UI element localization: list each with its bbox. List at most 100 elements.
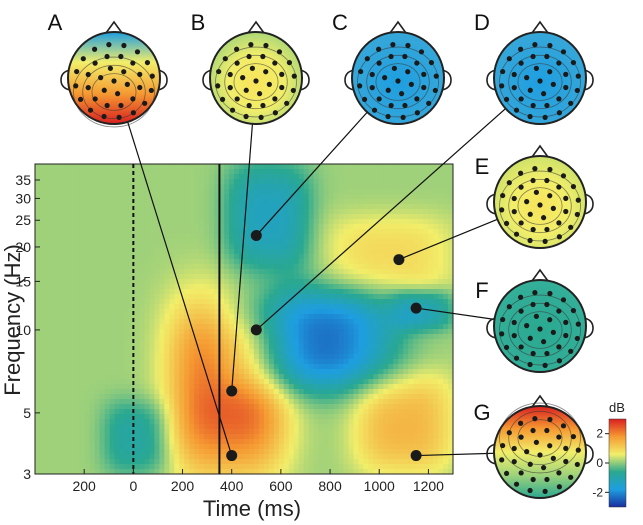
heatmap-cell xyxy=(79,209,86,215)
heatmap-cell xyxy=(39,359,46,365)
heatmap-cell xyxy=(99,399,106,405)
heatmap-cell xyxy=(303,399,310,405)
heatmap-cell xyxy=(119,219,126,225)
heatmap-cell xyxy=(348,289,355,295)
heatmap-cell xyxy=(363,424,370,430)
heatmap-cell xyxy=(398,214,404,220)
heatmap-cell xyxy=(433,164,439,170)
heatmap-cell xyxy=(104,339,111,345)
heatmap-cell xyxy=(194,404,200,410)
heatmap-cell xyxy=(239,389,245,395)
heatmap-cell xyxy=(313,214,320,220)
heatmap-cell xyxy=(164,179,170,185)
heatmap-cell xyxy=(154,429,161,435)
heatmap-cell xyxy=(134,314,141,320)
heatmap-cell xyxy=(383,289,389,295)
heatmap-cell xyxy=(333,179,340,185)
heatmap-cell xyxy=(214,364,220,370)
heatmap-cell xyxy=(353,209,360,215)
heatmap-cell xyxy=(59,184,66,190)
heatmap-cell xyxy=(134,399,141,405)
heatmap-cell xyxy=(403,384,409,390)
heatmap-cell xyxy=(114,409,121,415)
heatmap-cell xyxy=(89,434,96,440)
heatmap-cell xyxy=(338,169,345,175)
heatmap-cell xyxy=(104,209,111,215)
heatmap-cell xyxy=(129,194,136,200)
heatmap-cell xyxy=(363,284,370,290)
heatmap-cell xyxy=(174,274,180,280)
heatmap-cell xyxy=(353,309,360,315)
heatmap-cell xyxy=(169,314,175,320)
heatmap-cell xyxy=(423,384,429,390)
heatmap-cell xyxy=(328,419,335,425)
heatmap-cell xyxy=(248,359,255,365)
heatmap-cell xyxy=(159,284,165,290)
heatmap-cell xyxy=(283,399,290,405)
heatmap-cell xyxy=(39,284,46,290)
heatmap-cell xyxy=(124,264,131,270)
heatmap-cell xyxy=(194,299,200,305)
heatmap-cell xyxy=(408,174,414,180)
heatmap-cell xyxy=(89,389,96,395)
heatmap-cell xyxy=(159,469,165,474)
heatmap-cell xyxy=(174,249,180,255)
heatmap-cell xyxy=(69,339,76,345)
heatmap-cell xyxy=(209,454,215,460)
heatmap-cell xyxy=(234,199,240,205)
heatmap-cell xyxy=(273,274,280,280)
heatmap-cell xyxy=(323,179,330,185)
heatmap-cell xyxy=(308,254,315,260)
heatmap-cell xyxy=(383,459,389,465)
heatmap-cell xyxy=(224,279,230,285)
heatmap-cell xyxy=(129,399,136,405)
heatmap-cell xyxy=(209,304,215,310)
heatmap-cell xyxy=(174,324,180,330)
heatmap-cell xyxy=(403,369,409,375)
heatmap-cell xyxy=(64,314,71,320)
heatmap-cell xyxy=(69,469,76,474)
heatmap-cell xyxy=(273,164,280,170)
heatmap-cell xyxy=(59,454,66,460)
heatmap-cell xyxy=(44,194,51,200)
heatmap-cell xyxy=(338,239,345,245)
heatmap-cell xyxy=(258,344,265,350)
heatmap-cell xyxy=(54,174,61,180)
heatmap-cell xyxy=(154,279,161,285)
heatmap-cell xyxy=(35,359,41,365)
heatmap-cell xyxy=(74,319,81,325)
heatmap-cell xyxy=(149,424,156,430)
heatmap-cell xyxy=(248,214,255,220)
heatmap-cell xyxy=(159,299,165,305)
heatmap-cell xyxy=(35,439,41,445)
heatmap-cell xyxy=(224,314,230,320)
heatmap-cell xyxy=(313,439,320,445)
heatmap-cell xyxy=(84,454,91,460)
heatmap-cell xyxy=(318,389,325,395)
heatmap-cell xyxy=(318,184,325,190)
heatmap-cell xyxy=(234,249,240,255)
heatmap-cell xyxy=(239,289,245,295)
heatmap-cell xyxy=(169,454,175,460)
heatmap-cell xyxy=(184,419,190,425)
heatmap-cell xyxy=(144,399,151,405)
heatmap-cell xyxy=(154,384,161,390)
heatmap-cell xyxy=(338,279,345,285)
heatmap-cell xyxy=(338,359,345,365)
heatmap-cell xyxy=(129,179,136,185)
heatmap-cell xyxy=(398,404,404,410)
heatmap-cell xyxy=(328,294,335,300)
heatmap-cell xyxy=(134,454,141,460)
heatmap-cell xyxy=(343,264,350,270)
heatmap-cell xyxy=(413,364,419,370)
heatmap-cell xyxy=(144,419,151,425)
heatmap-cell xyxy=(179,184,185,190)
heatmap-cell xyxy=(273,174,280,180)
heatmap-cell xyxy=(393,224,399,230)
heatmap-cell xyxy=(189,174,195,180)
heatmap-cell xyxy=(393,189,399,195)
heatmap-cell xyxy=(338,434,345,440)
heatmap-cell xyxy=(368,314,374,320)
heatmap-cell xyxy=(288,419,295,425)
heatmap-cell xyxy=(204,439,210,445)
